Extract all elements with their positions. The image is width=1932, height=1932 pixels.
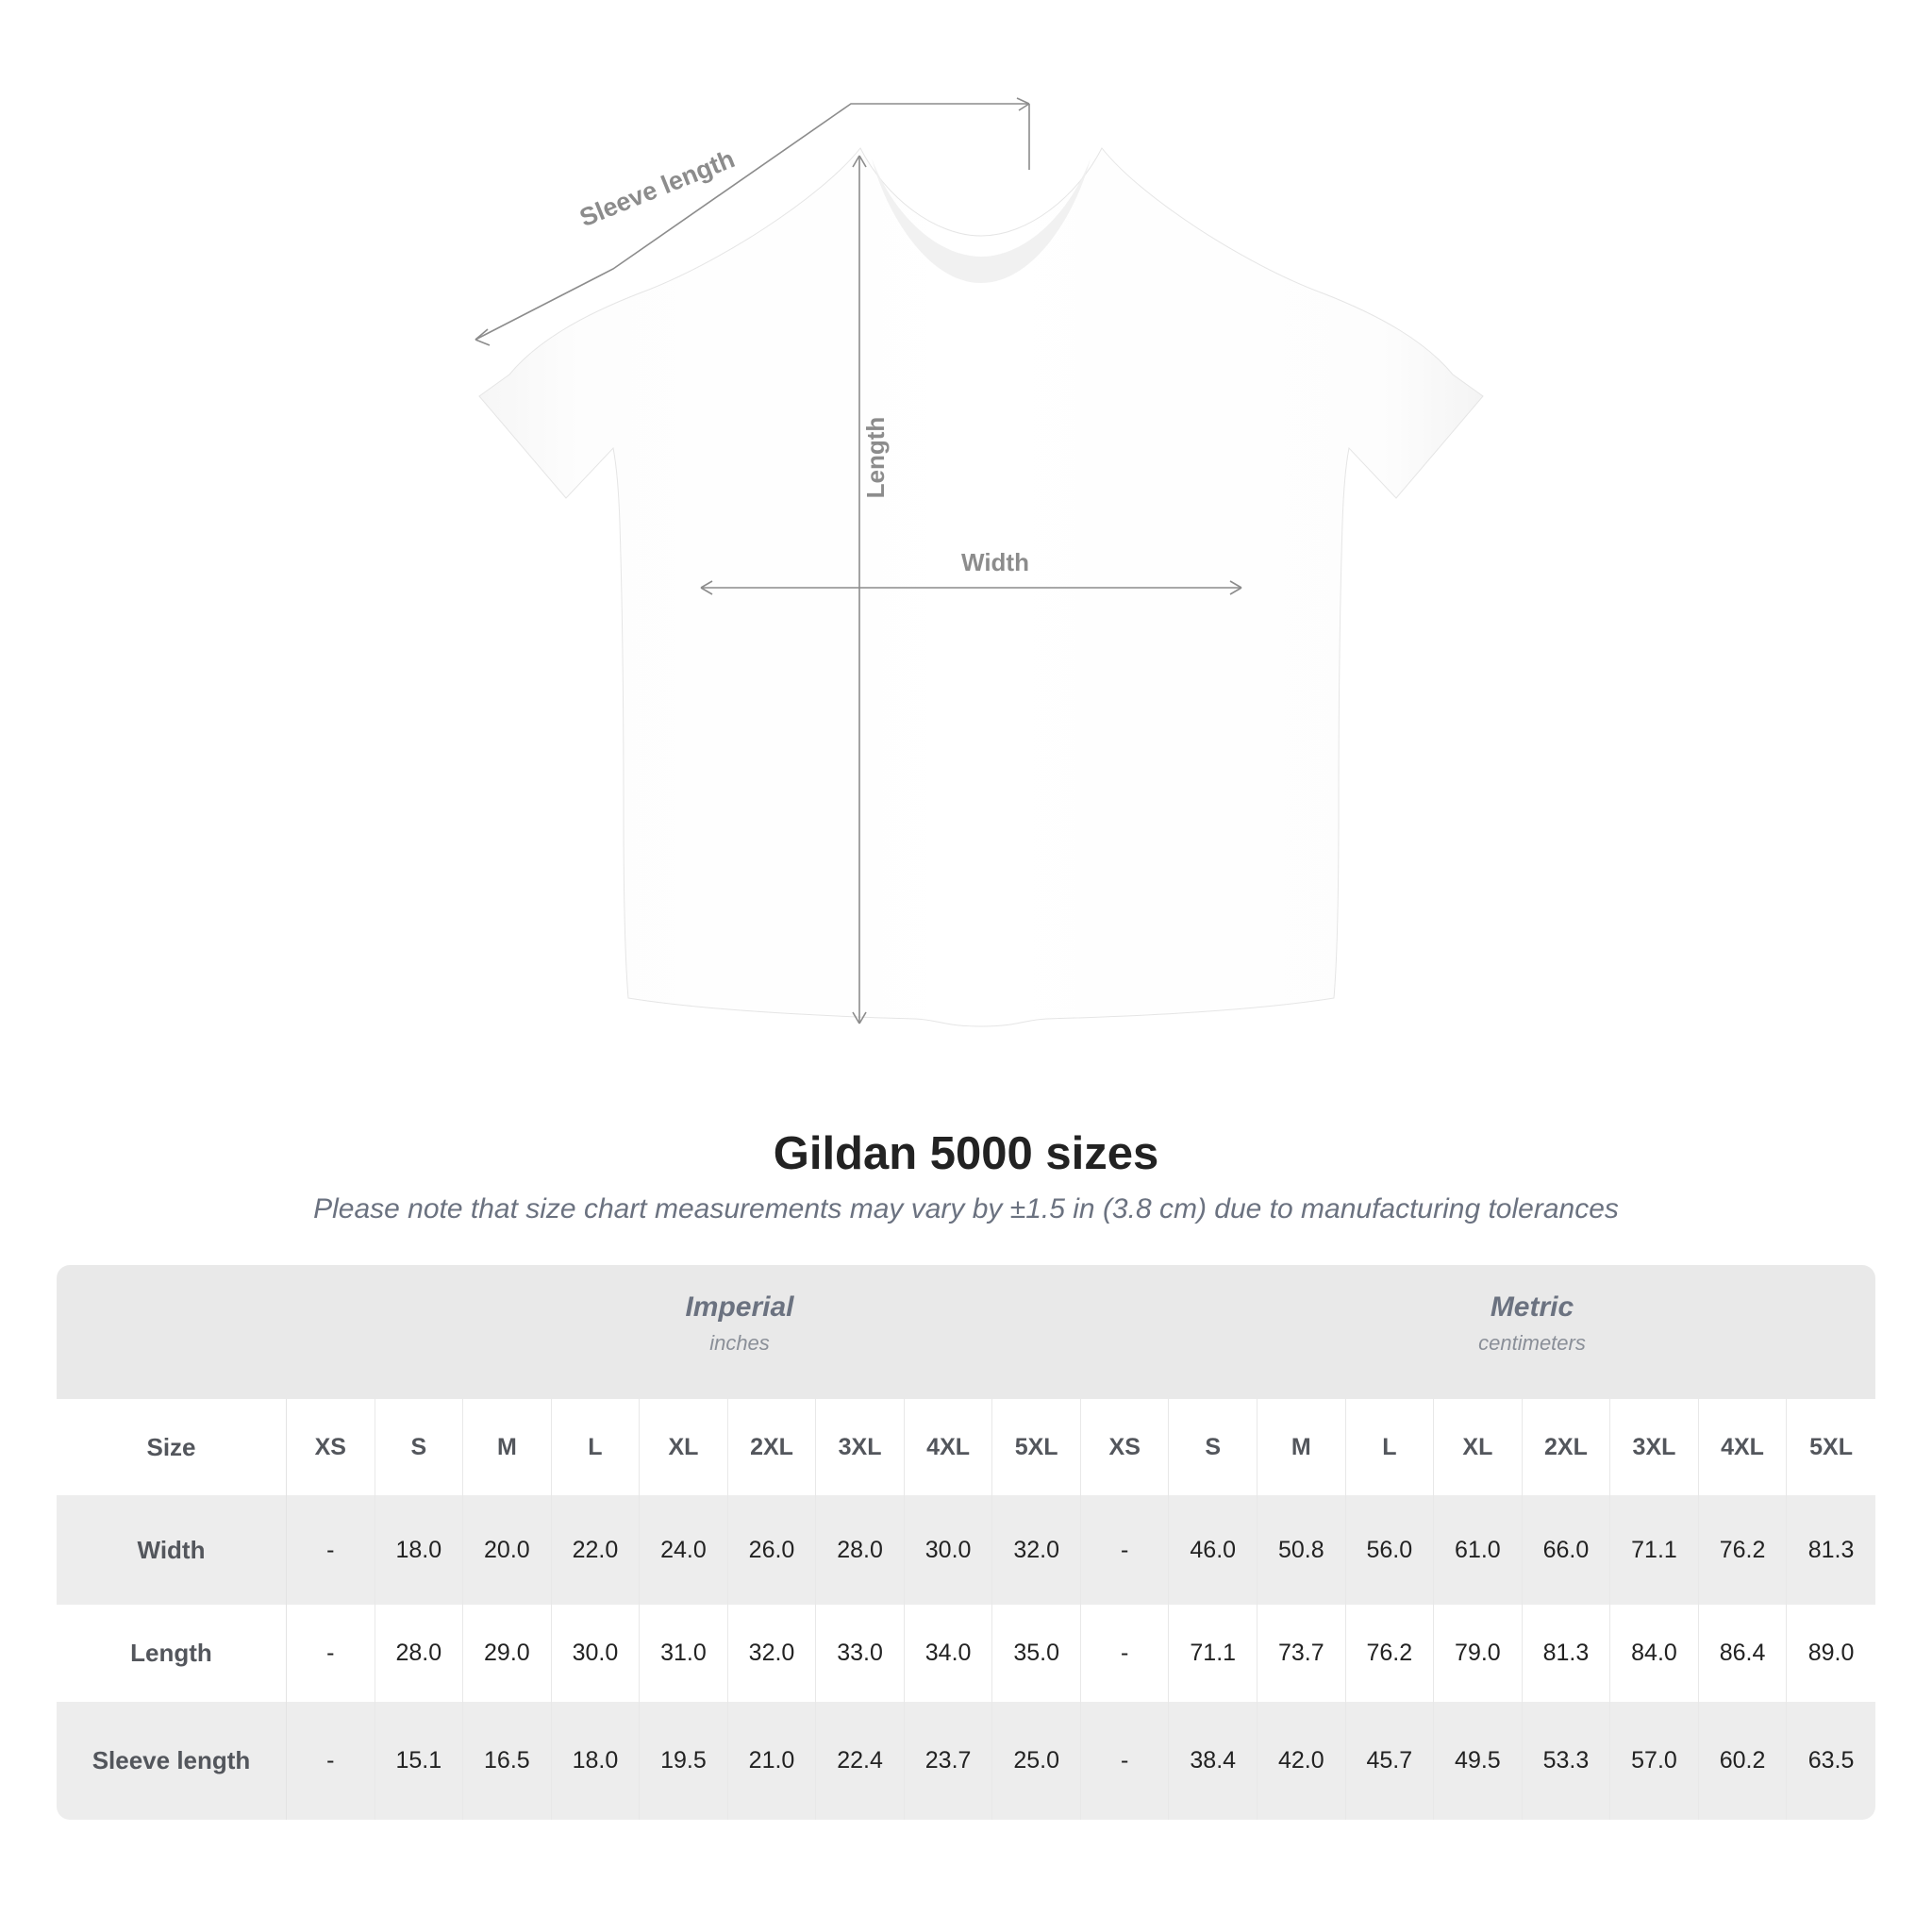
svg-text:Length: Length — [861, 417, 890, 499]
svg-text:Width: Width — [961, 548, 1029, 576]
svg-text:Sleeve length: Sleeve length — [575, 144, 739, 232]
